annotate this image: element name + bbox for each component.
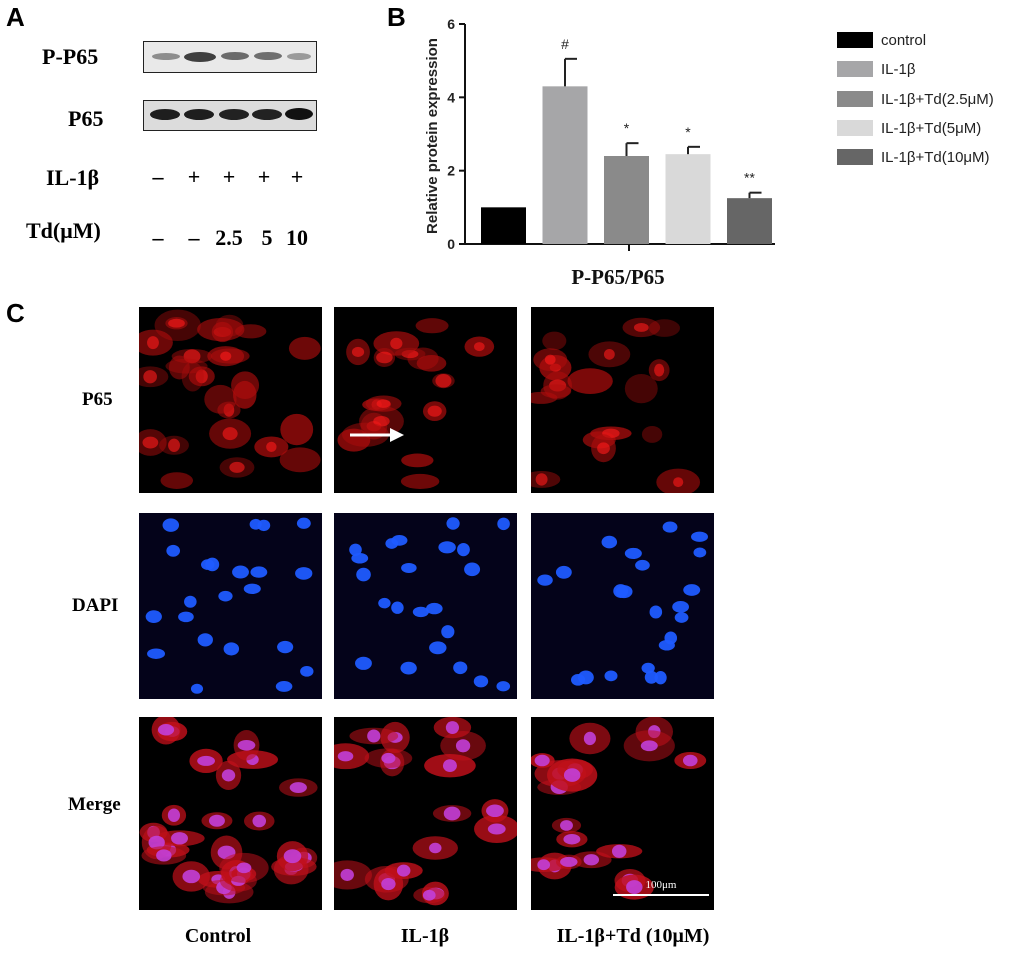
bar [542,86,588,244]
treatment-td-lane-2: – [188,225,200,250]
legend-item: IL-1β+Td(10μM) [837,148,990,166]
legend-item: IL-1β [837,60,915,78]
micrograph-dapi-il1b-td [531,513,714,699]
micrograph-merge-il1b-td: 100μm [531,717,714,910]
treatment-il1b-lane-1: – [152,164,164,189]
legend-label: IL-1β+Td(10μM) [881,148,990,166]
legend-swatch-td-2-5 [837,91,873,107]
micrograph-p65-il1b-td [531,307,714,493]
chart-xlabel: P-P65/P65 [571,265,664,289]
legend-label: IL-1β+Td(5μM) [881,119,982,137]
y-tick-label: 0 [447,236,455,252]
panel-label-b: B [387,2,406,32]
bar [665,154,711,244]
column-label-control: Control [184,925,252,947]
legend-swatch-td-5 [837,120,873,136]
panel-label-a: A [6,2,25,32]
micrograph-dapi-control [139,513,322,699]
scale-bar-label: 100μm [646,879,677,891]
significance-label: * [624,120,630,136]
row-label-dapi: DAPI [72,595,119,616]
bar [604,156,649,244]
bar [727,198,772,244]
column-label-il1b: IL-1β [400,925,450,947]
legend-item: control [837,31,926,49]
micrograph-p65-control [139,307,322,493]
y-tick-label: 6 [447,16,455,32]
significance-label: * [685,124,691,140]
micrograph-merge-control [139,717,322,910]
treatment-il1b-lane-3: + [222,164,236,189]
y-tick-label: 2 [447,163,455,179]
blot-strip-p65 [143,100,317,131]
treatment-il1b-lane-5: + [290,164,304,189]
treatment-td-lane-1: – [152,225,164,250]
bar [481,207,526,244]
significance-label: # [561,36,569,52]
legend-item: IL-1β+Td(2.5μM) [837,90,994,108]
row-label-p65: P65 [82,389,113,410]
legend-label: IL-1β+Td(2.5μM) [881,90,994,108]
legend-swatch-control [837,32,873,48]
micrograph-merge-il1b [334,717,517,910]
panel-label-c: C [6,298,25,328]
treatment-il1b-lane-2: + [187,164,201,189]
treatment-td-lane-3: 2.5 [215,225,243,250]
legend-item: IL-1β+Td(5μM) [837,119,981,137]
significance-label: ** [744,170,755,186]
blot-strip-p-p65 [143,41,317,73]
treatment-label-td: Td(μM) [26,218,101,243]
row-label-merge: Merge [68,794,121,815]
treatment-td-lane-5: 10 [286,225,308,250]
column-label-il1b-td: IL-1β+Td (10μM) [556,925,710,947]
blot-label-p-p65: P-P65 [42,44,99,69]
treatment-label-il1b: IL-1β [46,165,100,190]
legend-label: IL-1β [881,60,916,78]
legend-swatch-il1b [837,61,873,77]
legend-label: control [881,31,927,49]
micrograph-dapi-il1b [334,513,517,699]
y-tick-label: 4 [447,89,455,105]
chart-ylabel: Relative protein expression [424,38,441,234]
blot-label-p65: P65 [68,106,104,131]
treatment-il1b-lane-4: + [257,164,271,189]
micrograph-p65-il1b [334,307,517,493]
legend-swatch-td-10 [837,149,873,165]
treatment-td-lane-4: 5 [261,225,273,250]
arrow-icon [390,428,404,442]
